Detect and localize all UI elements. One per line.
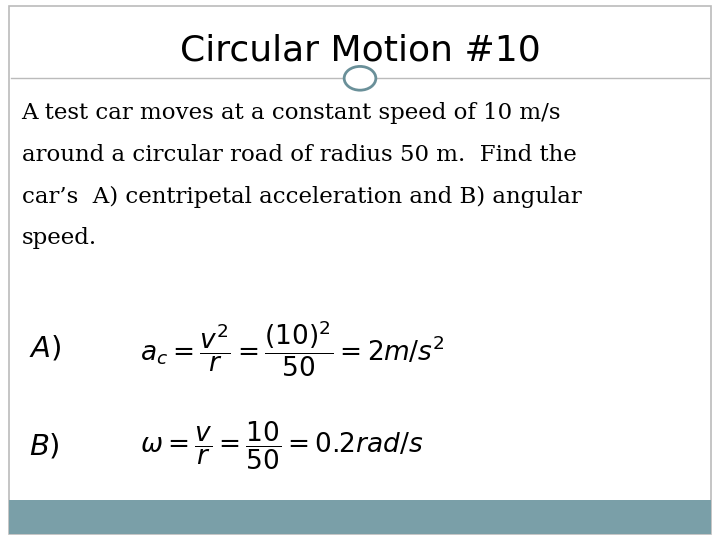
- Text: $\omega = \dfrac{v}{r} = \dfrac{10}{50} = 0.2rad / s$: $\omega = \dfrac{v}{r} = \dfrac{10}{50} …: [140, 420, 423, 471]
- Circle shape: [344, 66, 376, 90]
- Text: car’s  A) centripetal acceleration and B) angular: car’s A) centripetal acceleration and B)…: [22, 186, 581, 207]
- Text: Circular Motion #10: Circular Motion #10: [179, 34, 541, 68]
- Text: $A)$: $A)$: [29, 334, 61, 363]
- Text: A test car moves at a constant speed of 10 m/s: A test car moves at a constant speed of …: [22, 103, 561, 124]
- Text: speed.: speed.: [22, 227, 96, 249]
- Text: $B)$: $B)$: [29, 431, 60, 460]
- Text: $a_c = \dfrac{v^2}{r} = \dfrac{(10)^2}{50} = 2m / s^2$: $a_c = \dfrac{v^2}{r} = \dfrac{(10)^2}{5…: [140, 318, 445, 379]
- Text: around a circular road of radius 50 m.  Find the: around a circular road of radius 50 m. F…: [22, 144, 576, 166]
